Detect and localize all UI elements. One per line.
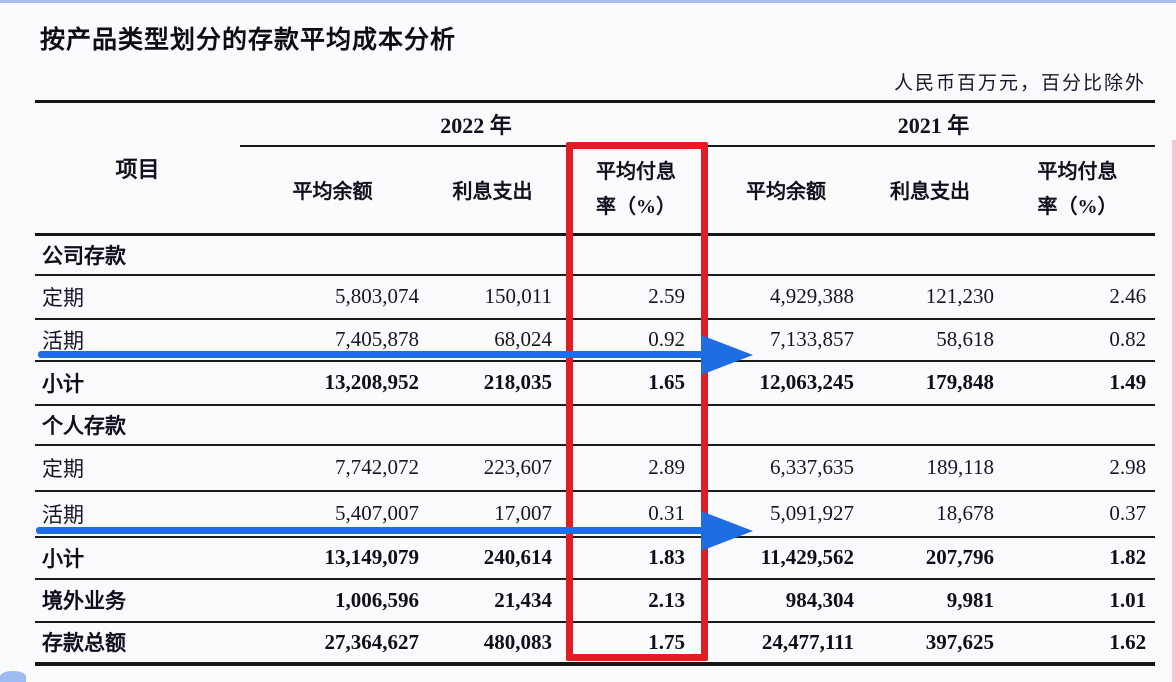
row-label: 小计 xyxy=(35,359,240,405)
cell: 5,803,074 xyxy=(240,273,425,319)
avg-rate-header-line2: 率（%） xyxy=(596,195,677,218)
cell: 1.01 xyxy=(1000,577,1156,622)
cell: 58,618 xyxy=(860,317,1001,361)
table-row-personal-subtotal: 小计 13,149,079 240,614 1.83 11,429,562 20… xyxy=(35,535,1156,579)
cell xyxy=(560,235,712,275)
year-header-row: 项目 2022 年 2021 年 xyxy=(35,101,1156,236)
cell: 121,230 xyxy=(860,273,1001,319)
row-label: 小计 xyxy=(35,535,240,579)
cell: 2.59 xyxy=(560,273,713,319)
cell: 21,434 xyxy=(425,577,560,622)
table-row-personal-deposits-section: 个人存款 xyxy=(35,403,1156,445)
cell: 2.13 xyxy=(560,577,713,622)
cell: 397,625 xyxy=(860,620,1001,664)
cell: 179,848 xyxy=(860,359,1001,405)
cell xyxy=(712,403,861,445)
cell: 480,083 xyxy=(425,620,560,664)
cell: 1.83 xyxy=(560,535,713,579)
unit-note: 人民币百万元，百分比除外 xyxy=(893,73,1146,94)
cell: 1.49 xyxy=(1000,359,1156,405)
cell: 1.65 xyxy=(560,359,713,405)
cell: 189,118 xyxy=(860,443,1001,491)
cell xyxy=(1000,403,1156,445)
column-header-row: 平均余额 利息支出 平均付息 率（%） 平均余额 利息支出 平均付息 率（%） xyxy=(35,145,1156,236)
cell xyxy=(240,403,425,445)
cell: 207,796 xyxy=(860,535,1001,579)
cell: 218,035 xyxy=(425,359,560,405)
cell: 240,614 xyxy=(425,535,560,579)
avg-rate-header-2022: 平均付息 率（%） xyxy=(560,145,713,236)
avg-balance-header-2022: 平均余额 xyxy=(240,145,425,236)
deposit-cost-table: 项目 2022 年 2021 年 平均余额 利息支出 平均付息 率（%） 平均余… xyxy=(35,100,1156,666)
cell: 4,929,388 xyxy=(712,273,861,319)
cell: 9,981 xyxy=(860,577,1001,622)
bottom-left-artifact xyxy=(0,671,26,682)
table-row-overseas-business: 境外业务 1,006,596 21,434 2.13 984,304 9,981… xyxy=(35,577,1156,622)
cell xyxy=(860,235,1000,275)
cell: 1.62 xyxy=(1000,620,1156,664)
row-label: 存款总额 xyxy=(35,620,240,664)
year-header-2021: 2021 年 xyxy=(712,101,1156,147)
table-row-personal-demand: 活期 5,407,007 17,007 0.31 5,091,927 18,67… xyxy=(35,489,1156,537)
interest-expense-header-2021: 利息支出 xyxy=(860,145,1001,236)
cell: 1,006,596 xyxy=(240,577,425,622)
row-label: 公司存款 xyxy=(42,243,126,268)
cell: 24,477,111 xyxy=(712,620,861,664)
cell: 13,208,952 xyxy=(240,359,425,405)
table-row-corporate-subtotal: 小计 13,208,952 218,035 1.65 12,063,245 17… xyxy=(35,359,1156,405)
cell: 27,364,627 xyxy=(240,620,425,664)
avg-rate-header-line2: 率（%） xyxy=(1037,195,1118,218)
cell: 0.37 xyxy=(1000,489,1156,537)
arrow-corporate-subtotal-head-icon xyxy=(701,335,753,375)
cell xyxy=(240,235,425,275)
cell xyxy=(425,403,560,445)
row-label: 定期 xyxy=(35,273,240,319)
interest-expense-header-2022: 利息支出 xyxy=(425,145,560,236)
cell: 6,337,635 xyxy=(712,443,861,491)
arrow-corporate-subtotal-shaft xyxy=(38,351,703,358)
cell: 2.46 xyxy=(1000,273,1156,319)
cell xyxy=(712,235,860,275)
cell: 1.75 xyxy=(560,620,713,664)
cell xyxy=(1000,235,1155,275)
year-header-2022: 2022 年 xyxy=(240,101,713,147)
cell xyxy=(560,403,713,445)
top-edge-artifact xyxy=(0,0,1176,3)
avg-rate-header-line1: 平均付息 xyxy=(596,160,677,183)
avg-balance-header-2021: 平均余额 xyxy=(712,145,861,236)
right-edge-artifact xyxy=(1172,140,1176,682)
avg-rate-header-line1: 平均付息 xyxy=(1037,160,1118,183)
row-label: 定期 xyxy=(35,443,240,491)
row-label: 境外业务 xyxy=(35,577,240,622)
cell: 13,149,079 xyxy=(240,535,425,579)
row-label: 个人存款 xyxy=(35,403,240,445)
table-row-corporate-time: 定期 5,803,074 150,011 2.59 4,929,388 121,… xyxy=(35,273,1156,319)
table-row-total-deposits: 存款总额 27,364,627 480,083 1.75 24,477,111 … xyxy=(35,620,1156,664)
cell: 0.82 xyxy=(1000,317,1156,361)
table-row-corporate-deposits-section: 公司存款 xyxy=(35,235,1155,275)
cell: 18,678 xyxy=(860,489,1001,537)
cell: 7,742,072 xyxy=(240,443,425,491)
arrow-personal-subtotal-shaft xyxy=(36,527,703,534)
cell: 2.98 xyxy=(1000,443,1156,491)
arrow-personal-subtotal-head-icon xyxy=(701,511,753,551)
cell: 1.82 xyxy=(1000,535,1156,579)
cell: 150,011 xyxy=(425,273,560,319)
table-row-personal-time: 定期 7,742,072 223,607 2.89 6,337,635 189,… xyxy=(35,443,1156,491)
cell: 984,304 xyxy=(712,577,861,622)
cell xyxy=(425,235,560,275)
cell xyxy=(860,403,1001,445)
page-title: 按产品类型划分的存款平均成本分析 xyxy=(40,26,457,54)
cell: 2.89 xyxy=(560,443,713,491)
cell: 11,429,562 xyxy=(712,535,861,579)
avg-rate-header-2021: 平均付息 率（%） xyxy=(1000,145,1156,236)
item-column-header: 项目 xyxy=(35,101,240,236)
cell: 223,607 xyxy=(425,443,560,491)
